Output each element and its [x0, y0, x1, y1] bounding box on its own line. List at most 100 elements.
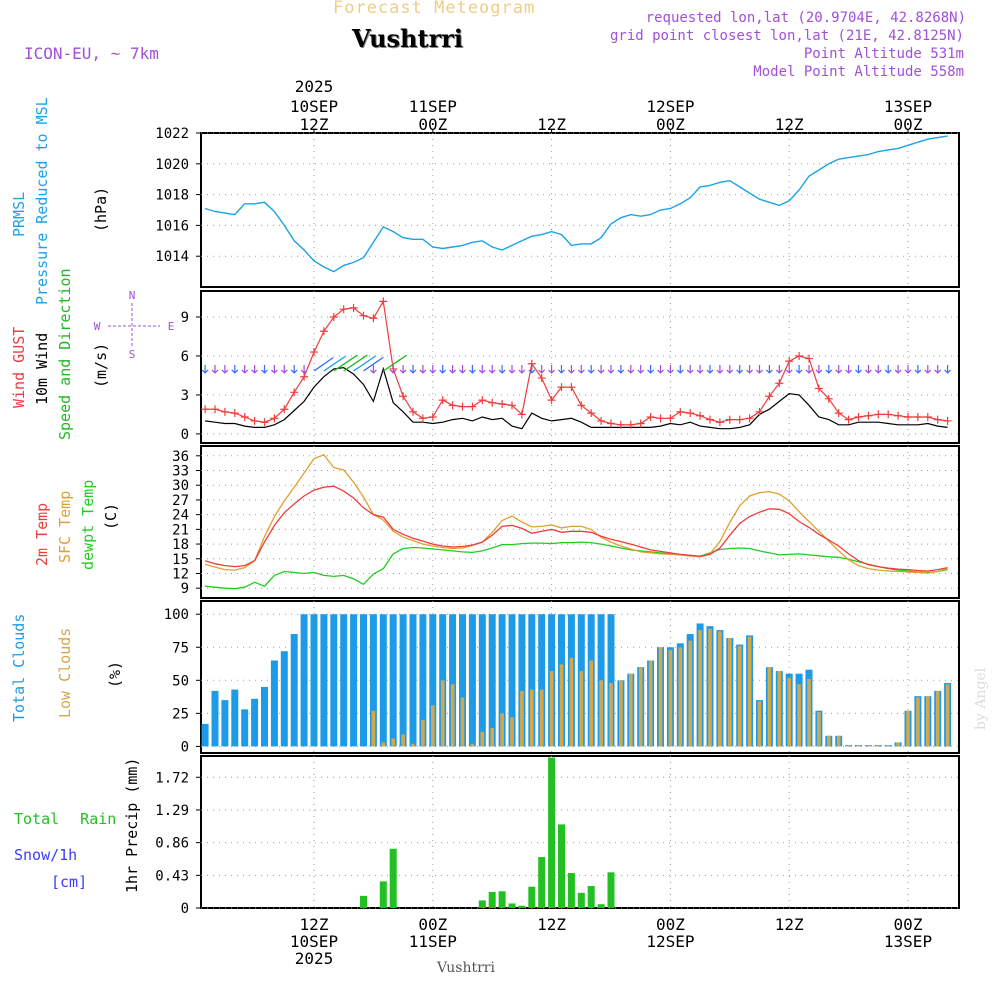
top-time-label: 10SEP — [290, 97, 338, 116]
low-cloud-bar — [688, 640, 692, 747]
gust-marker — [220, 407, 229, 416]
gust-marker — [201, 405, 210, 414]
wind-direction-arrow — [884, 364, 892, 374]
wind-direction-arrow — [815, 364, 823, 374]
gust-marker — [933, 415, 942, 424]
low-cloud-bar — [817, 712, 821, 747]
low-cloud-bar — [787, 677, 791, 747]
wind-direction-arrow — [399, 364, 407, 374]
y-tick-label: 1.72 — [155, 770, 189, 786]
wind-direction-arrow — [333, 354, 358, 372]
total-cloud-bar — [508, 614, 516, 747]
wind-direction-arrow — [528, 364, 536, 374]
total-cloud-bar — [330, 614, 338, 747]
rain-bar — [597, 904, 605, 908]
y-tick-label: 1.29 — [155, 803, 189, 819]
low-cloud-bar — [668, 649, 673, 747]
y-tick-label: 0 — [181, 739, 189, 755]
gust-marker — [656, 414, 665, 423]
model-altitude: Model Point Altitude 558m — [753, 64, 964, 80]
rain-bar — [528, 886, 536, 908]
wind-direction-arrow — [666, 364, 674, 374]
total-cloud-bar — [241, 709, 249, 747]
gust-marker — [577, 401, 586, 410]
low-cloud-bar — [718, 631, 722, 747]
y-tick-label: 50 — [172, 673, 189, 689]
wind-panel: 0 3 6 9 — [181, 290, 960, 444]
wind-direction-arrow — [241, 364, 249, 374]
wind-direction-arrow — [706, 364, 714, 374]
panel-frame — [200, 755, 960, 909]
total-cloud-bar — [369, 614, 377, 747]
wind-direction-arrow — [855, 364, 862, 374]
temp-dewpt-label: dewpt Temp — [79, 480, 97, 570]
rain-bar — [498, 891, 506, 908]
y-tick-label: 0 — [181, 901, 189, 917]
low-cloud-bar — [470, 743, 475, 747]
total-cloud-bar — [251, 698, 259, 747]
pressure-unit-label: (hPa) — [92, 187, 110, 232]
y-tick-label: 1018 — [155, 188, 189, 204]
low-cloud-bar — [777, 671, 782, 747]
gust-marker — [686, 409, 695, 418]
gust-marker — [696, 411, 705, 420]
panel-frame — [200, 445, 960, 599]
gust-marker — [884, 410, 893, 419]
wind-direction-arrow — [874, 364, 882, 374]
y-tick-label: 9 — [181, 581, 189, 597]
gust-marker — [537, 374, 546, 383]
low-cloud-bar — [866, 745, 871, 747]
low-cloud-bar — [747, 636, 752, 747]
wind-direction-arrow — [647, 364, 655, 374]
gust-marker — [567, 383, 576, 392]
gust-marker — [894, 411, 903, 420]
y-tick-label: 75 — [172, 640, 189, 656]
gust-marker — [349, 303, 358, 312]
gust-marker — [547, 396, 556, 405]
gust-marker — [250, 416, 259, 425]
low-cloud-bar — [638, 667, 643, 747]
total-cloud-bar — [231, 689, 239, 747]
gust-marker — [597, 416, 606, 425]
wind-direction-arrow — [567, 364, 575, 374]
low-cloud-bar — [698, 630, 702, 747]
low-cloud-bar — [530, 689, 534, 747]
low-cloud-bar — [737, 645, 742, 747]
panel-frame — [200, 290, 960, 444]
rain-bar — [508, 903, 516, 908]
compass-west: W — [94, 320, 101, 333]
wind-direction-arrow — [617, 364, 625, 374]
total-cloud-bar — [409, 614, 417, 747]
wind-gust-line — [205, 299, 948, 426]
low-cloud-bar — [391, 738, 395, 747]
wind-direction-arrow — [449, 364, 457, 374]
wind-direction-arrow — [746, 364, 754, 374]
total-cloud-bar — [261, 686, 268, 747]
compass-north: N — [129, 289, 136, 302]
y-tick-label: 27 — [172, 493, 189, 509]
gust-marker — [676, 407, 685, 416]
wind-direction-arrow — [280, 364, 288, 374]
wind-direction-arrow — [251, 364, 259, 374]
gust-marker — [814, 384, 823, 393]
y-tick-label: 25 — [172, 706, 189, 722]
y-tick-label: 1016 — [155, 218, 189, 234]
gust-marker — [478, 396, 487, 405]
low-cloud-bar — [599, 680, 603, 747]
gust-marker — [418, 414, 427, 423]
prmsl-label: PRMSL — [10, 192, 28, 237]
gust-marker — [211, 405, 219, 414]
wind-direction-arrow — [300, 364, 308, 374]
gust-marker — [448, 401, 457, 410]
y-tick-label: 36 — [172, 449, 189, 465]
low-cloud-bar — [500, 713, 504, 747]
total-cloud-bar — [498, 614, 506, 747]
gust-marker — [369, 314, 378, 323]
low-cloud-bar — [906, 710, 910, 747]
top-year-label: 2025 — [295, 77, 334, 96]
wind-direction-arrow — [785, 364, 793, 374]
gust-marker — [636, 419, 645, 428]
wind-direction-arrow — [290, 364, 298, 374]
low-cloud-bar — [440, 680, 445, 747]
total-cloud-bar — [201, 723, 209, 747]
